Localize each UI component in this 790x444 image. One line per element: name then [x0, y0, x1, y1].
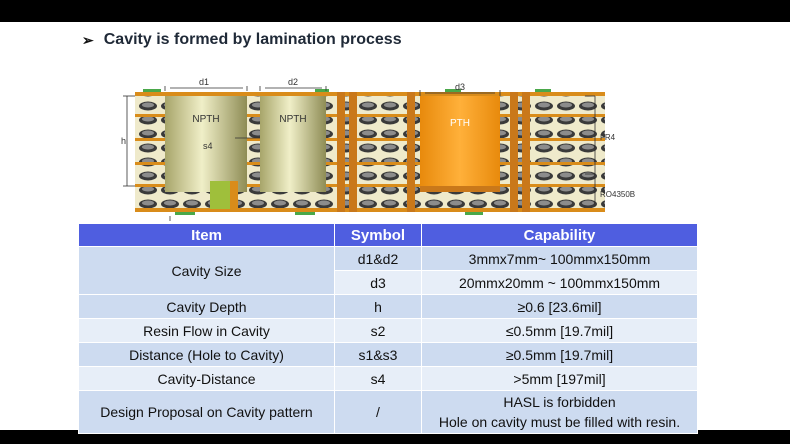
- table-header-row: Item Symbol Capability: [78, 223, 698, 247]
- cell-capability: ≤0.5mm [19.7mil]: [421, 318, 698, 343]
- cell-item: Resin Flow in Cavity: [78, 318, 335, 343]
- npth-cavity-1: [165, 96, 247, 192]
- cell-item: Cavity-Distance: [78, 366, 335, 391]
- cell-symbol: s1&s3: [334, 342, 422, 367]
- label-d3: d3: [455, 82, 465, 92]
- arrow-bullet-icon: ➢: [82, 31, 94, 48]
- cell-item: Cavity Depth: [78, 294, 335, 319]
- cell-item: Cavity Size: [78, 246, 335, 295]
- capability-table: Item Symbol Capability Cavity Size d1&d2…: [78, 223, 698, 434]
- cell-capability: 20mmx20mm ~ 100mmx150mm: [421, 270, 698, 295]
- capability-line-2: Hole on cavity must be filled with resin…: [438, 414, 681, 430]
- cell-capability: HASL is forbidden Hole on cavity must be…: [421, 390, 698, 434]
- table-row: Resin Flow in Cavity s2 ≤0.5mm [19.7mil]: [78, 318, 698, 343]
- cell-symbol: d1&d2: [334, 246, 422, 271]
- cell-symbol: s2: [334, 318, 422, 343]
- dimension-lines: [123, 86, 596, 221]
- cavity-cross-section-diagram: d1 d2 d3 h s1 s2 s3 s4 FR4 RO4350B NPTH …: [121, 77, 635, 221]
- cell-capability: ≥0.6 [23.6mil]: [421, 294, 698, 319]
- header-capability: Capability: [421, 223, 698, 247]
- label-s4: s4: [203, 141, 213, 151]
- cell-capability: >5mm [197mil]: [421, 366, 698, 391]
- cell-symbol: /: [334, 390, 422, 434]
- cell-symbol: s4: [334, 366, 422, 391]
- via-1: [210, 181, 232, 209]
- title-text: Cavity is formed by lamination process: [103, 31, 402, 48]
- label-pth: PTH: [450, 118, 470, 129]
- via-column-2: [349, 92, 357, 212]
- cell-symbol: d3: [334, 270, 422, 295]
- label-d2: d2: [288, 77, 298, 87]
- cell-capability: ≥0.5mm [19.7mil]: [421, 342, 698, 367]
- table-row: Cavity Depth h ≥0.6 [23.6mil]: [78, 294, 698, 319]
- slide-title: ➢ Cavity is formed by lamination process: [82, 31, 402, 49]
- label-fr4: FR4: [600, 133, 616, 142]
- table-row: Design Proposal on Cavity pattern / HASL…: [78, 390, 698, 434]
- cell-capability: 3mmx7mm~ 100mmx150mm: [421, 246, 698, 271]
- label-npth-1: NPTH: [192, 114, 219, 125]
- cell-symbol: h: [334, 294, 422, 319]
- label-d1: d1: [199, 77, 209, 87]
- via-column-1: [337, 92, 345, 212]
- solder-mask: [143, 89, 551, 215]
- cell-item: Distance (Hole to Cavity): [78, 342, 335, 367]
- via-column-3: [407, 92, 415, 212]
- table-row: Cavity Size d1&d2 3mmx7mm~ 100mmx150mm: [78, 246, 698, 295]
- label-h: h: [121, 136, 126, 146]
- label-ro4350b: RO4350B: [600, 190, 635, 199]
- table-row: d3 20mmx20mm ~ 100mmx150mm: [79, 270, 698, 295]
- copper-layers: [135, 92, 605, 212]
- table-row: Cavity-Distance s4 >5mm [197mil]: [78, 366, 698, 391]
- slide: ➢ Cavity is formed by lamination process: [0, 22, 790, 434]
- table-row: Distance (Hole to Cavity) s1&s3 ≥0.5mm […: [78, 342, 698, 367]
- label-npth-2: NPTH: [279, 114, 306, 125]
- pth-cavity: [420, 96, 500, 186]
- via-column-4: [510, 92, 518, 212]
- npth-cavity-2: [260, 96, 326, 192]
- header-symbol: Symbol: [334, 223, 422, 247]
- capability-line-1: HASL is forbidden: [503, 394, 616, 410]
- via-column-5: [522, 92, 530, 212]
- header-item: Item: [78, 223, 335, 247]
- cell-item: Design Proposal on Cavity pattern: [78, 390, 335, 434]
